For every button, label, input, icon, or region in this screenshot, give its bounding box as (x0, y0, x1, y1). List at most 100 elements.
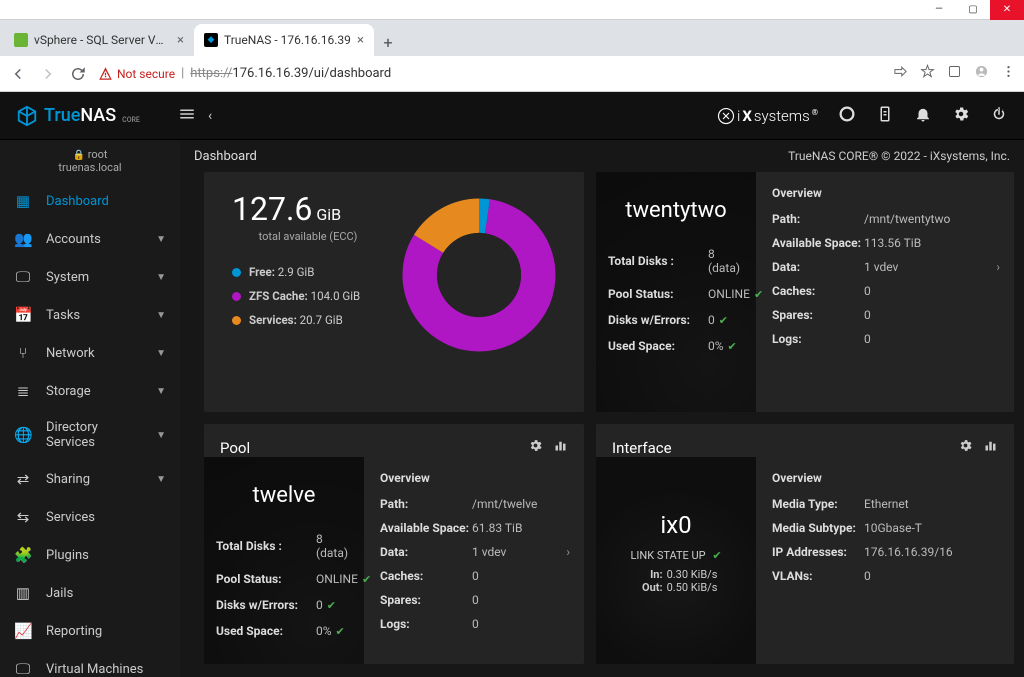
memory-total: 127.6 (232, 190, 312, 228)
settings-icon[interactable] (952, 105, 970, 127)
app-topbar: TrueNAS CORE ‹ iXsystems® (0, 92, 1024, 140)
browser-tab[interactable]: ◆ TrueNAS - 176.16.16.39 × (194, 24, 374, 56)
card-title: Interface (596, 425, 688, 457)
gear-icon[interactable] (958, 438, 973, 457)
sidebar-icon: 🌐 (14, 426, 32, 444)
sidebar-item-label: Plugins (46, 548, 166, 563)
clipboard-icon[interactable] (876, 105, 894, 127)
data-vdev-row[interactable]: Data:1 vdev› (772, 260, 998, 274)
truecommand-icon[interactable] (838, 105, 856, 127)
alerts-icon[interactable] (914, 105, 932, 127)
power-icon[interactable] (990, 105, 1008, 127)
browser-tab[interactable]: vSphere - SQL Server VM 1 - Sun × (4, 24, 194, 56)
close-tab-icon[interactable]: × (177, 33, 184, 48)
chevron-down-icon: ▼ (156, 474, 166, 485)
pool-name: twelve (216, 483, 352, 508)
sidebar-item-jails[interactable]: ▥Jails (0, 574, 180, 612)
star-icon[interactable] (920, 64, 935, 83)
tab-title: TrueNAS - 176.16.16.39 (224, 33, 351, 47)
window-maximize[interactable]: ▢ (956, 0, 990, 20)
legend-dot (232, 268, 241, 277)
truenas-app: TrueNAS CORE ‹ iXsystems® 🔒 root truenas… (0, 92, 1024, 677)
sidebar-icon: 🖵 (14, 660, 32, 677)
chevron-down-icon: ▼ (156, 234, 166, 245)
sidebar-item-reporting[interactable]: 📈 Reporting (0, 612, 180, 650)
sidebar-item-label: Network (46, 346, 142, 361)
sidebar-item-label: Accounts (46, 232, 142, 247)
favicon (14, 33, 28, 47)
favicon: ◆ (204, 33, 218, 47)
back-button[interactable] (8, 64, 28, 84)
report-icon[interactable] (983, 438, 998, 457)
gear-icon[interactable] (528, 438, 543, 457)
new-tab-button[interactable]: + (374, 28, 402, 56)
sidebar-icon: 👥 (14, 230, 32, 248)
report-icon[interactable] (553, 438, 568, 457)
sidebar-icon: ⇆ (14, 508, 32, 526)
profile-icon[interactable] (974, 64, 989, 83)
sidebar: 🔒 root truenas.local ▦ Dashboard 👥 Accounts… (0, 140, 180, 677)
sidebar-item-label: Sharing (46, 472, 142, 487)
share-icon[interactable] (893, 64, 908, 83)
window-minimize[interactable]: — (922, 0, 956, 20)
sidebar-item-storage[interactable]: ≣Storage▼ (0, 372, 180, 410)
window-titlebar: — ▢ ✕ (0, 0, 1024, 20)
sidebar-icon: ⇄ (14, 470, 32, 488)
sidebar-icon: 🖵 (14, 268, 32, 286)
sidebar-item-label: Dashboard (46, 194, 166, 209)
sidebar-item-sharing[interactable]: ⇄ Sharing ▼ (0, 460, 180, 498)
chevron-down-icon: ▼ (156, 272, 166, 283)
legend-row: Services: 20.7 GiB (232, 313, 384, 327)
chevron-right-icon: › (566, 545, 570, 559)
chevron-down-icon: ▼ (156, 430, 166, 441)
url-field[interactable]: Not secure | https://176.16.16.39/ui/das… (98, 66, 883, 81)
brand-logo[interactable]: TrueNAS CORE (16, 105, 166, 127)
memory-card: 127.6GiB total available (ECC) Free: 2.9… (204, 172, 584, 412)
sidebar-item-label: Directory Services (46, 420, 142, 450)
sidebar-item-label: Services (46, 510, 166, 525)
sidebar-item-label: Reporting (46, 624, 166, 639)
check-icon: ✔ (728, 340, 737, 353)
brand-icon (16, 105, 38, 127)
pool-card-twelve: Pool twelve Total Disks :8 (data) Pool S… (204, 424, 584, 664)
page-title: Dashboard (194, 149, 257, 164)
forward-button[interactable] (38, 64, 58, 84)
lock-icon: 🔒 (73, 150, 85, 161)
sidebar-item-tasks[interactable]: 📅Tasks▼ (0, 296, 180, 334)
legend-row: Free: 2.9 GiB (232, 265, 384, 279)
check-icon: ✔ (719, 314, 728, 327)
sidebar-icon: ≣ (14, 382, 32, 400)
menu-icon[interactable] (1001, 64, 1016, 83)
sidebar-item-label: Tasks (46, 308, 142, 323)
sidebar-item-label: Jails (46, 586, 166, 601)
sidebar-icon: ▦ (14, 192, 32, 210)
sidebar-item-plugins[interactable]: 🧩Plugins (0, 536, 180, 574)
pool-card-twentytwo: twentytwo Total Disks :8 (data) Pool Sta… (596, 172, 1014, 412)
sidebar-icon: 📈 (14, 622, 32, 640)
user-block: 🔒 root truenas.local (0, 140, 180, 182)
sidebar-item-system[interactable]: 🖵System▼ (0, 258, 180, 296)
sidebar-item-virtual-machines[interactable]: 🖵 Virtual Machines (0, 650, 180, 677)
window-close[interactable]: ✕ (990, 0, 1024, 20)
interface-card: Interface ix0 LINK STATE UP ✔ (596, 424, 1014, 664)
close-tab-icon[interactable]: × (357, 33, 364, 48)
ixsystems-logo[interactable]: iXsystems® (717, 107, 818, 125)
back-icon[interactable]: ‹ (208, 108, 212, 124)
data-vdev-row[interactable]: Data:1 vdev› (380, 545, 568, 559)
sidebar-item-directory-services[interactable]: 🌐 Directory Services ▼ (0, 410, 180, 460)
sidebar-item-accounts[interactable]: 👥 Accounts ▼ (0, 220, 180, 258)
page-header: Dashboard TrueNAS CORE® © 2022 - iXsyste… (180, 140, 1024, 172)
chevron-right-icon: › (996, 260, 1000, 274)
pool-name: twentytwo (608, 198, 744, 223)
extensions-icon[interactable] (947, 64, 962, 83)
sidebar-item-network[interactable]: ⑂Network▼ (0, 334, 180, 372)
chevron-down-icon: ▼ (156, 310, 166, 321)
sidebar-item-label: Virtual Machines (46, 662, 166, 677)
sidebar-item-dashboard[interactable]: ▦ Dashboard (0, 182, 180, 220)
check-icon: ✔ (336, 625, 345, 638)
menu-toggle-icon[interactable] (178, 105, 196, 127)
reload-button[interactable] (68, 64, 88, 84)
interface-name: ix0 (608, 511, 744, 539)
chevron-down-icon: ▼ (156, 386, 166, 397)
sidebar-item-services[interactable]: ⇆ Services (0, 498, 180, 536)
